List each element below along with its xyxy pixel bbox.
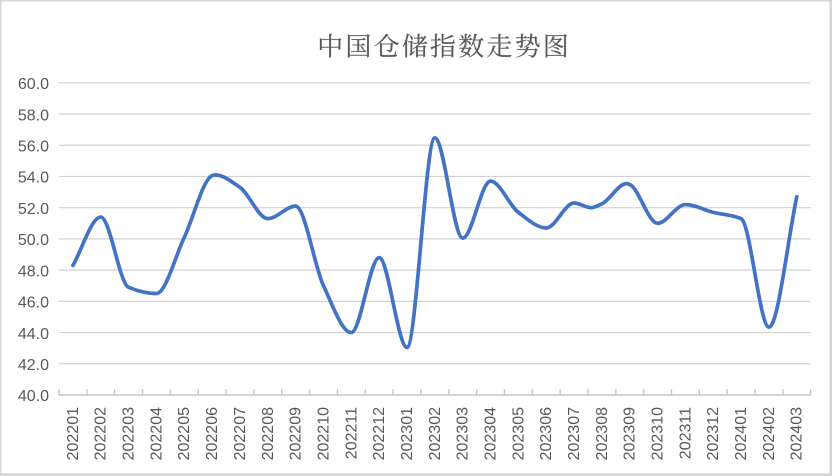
svg-text:52.0: 52.0 — [18, 201, 49, 218]
svg-text:202308: 202308 — [594, 407, 611, 460]
svg-text:202303: 202303 — [455, 407, 472, 460]
svg-text:56.0: 56.0 — [18, 138, 49, 155]
svg-text:202311: 202311 — [677, 407, 694, 459]
svg-text:50.0: 50.0 — [18, 232, 49, 249]
svg-text:202202: 202202 — [93, 407, 110, 460]
svg-text:60.0: 60.0 — [18, 76, 49, 93]
svg-text:202209: 202209 — [288, 407, 305, 460]
svg-text:202205: 202205 — [176, 407, 193, 460]
svg-text:202403: 202403 — [789, 407, 806, 460]
svg-text:202208: 202208 — [260, 407, 277, 460]
svg-text:202301: 202301 — [399, 407, 416, 460]
svg-text:202203: 202203 — [121, 407, 138, 460]
svg-text:202206: 202206 — [204, 407, 221, 460]
svg-text:46.0: 46.0 — [18, 295, 49, 312]
svg-text:202401: 202401 — [733, 407, 750, 460]
svg-text:202304: 202304 — [482, 407, 499, 460]
svg-text:48.0: 48.0 — [18, 263, 49, 280]
svg-text:54.0: 54.0 — [18, 170, 49, 187]
svg-text:42.0: 42.0 — [18, 357, 49, 374]
svg-text:202302: 202302 — [427, 407, 444, 460]
svg-text:202210: 202210 — [315, 407, 332, 460]
svg-text:202211: 202211 — [343, 407, 360, 459]
svg-text:58.0: 58.0 — [18, 107, 49, 124]
svg-text:202312: 202312 — [705, 407, 722, 460]
svg-text:202201: 202201 — [65, 407, 82, 460]
svg-text:202306: 202306 — [538, 407, 555, 460]
svg-text:202307: 202307 — [566, 407, 583, 460]
svg-text:202310: 202310 — [650, 407, 667, 460]
svg-text:202309: 202309 — [622, 407, 639, 460]
svg-text:44.0: 44.0 — [18, 326, 49, 343]
svg-text:202212: 202212 — [371, 407, 388, 460]
svg-text:202402: 202402 — [761, 407, 778, 460]
svg-text:202204: 202204 — [148, 407, 165, 460]
svg-text:202207: 202207 — [232, 407, 249, 460]
svg-text:40.0: 40.0 — [18, 388, 49, 405]
svg-text:202305: 202305 — [510, 407, 527, 460]
